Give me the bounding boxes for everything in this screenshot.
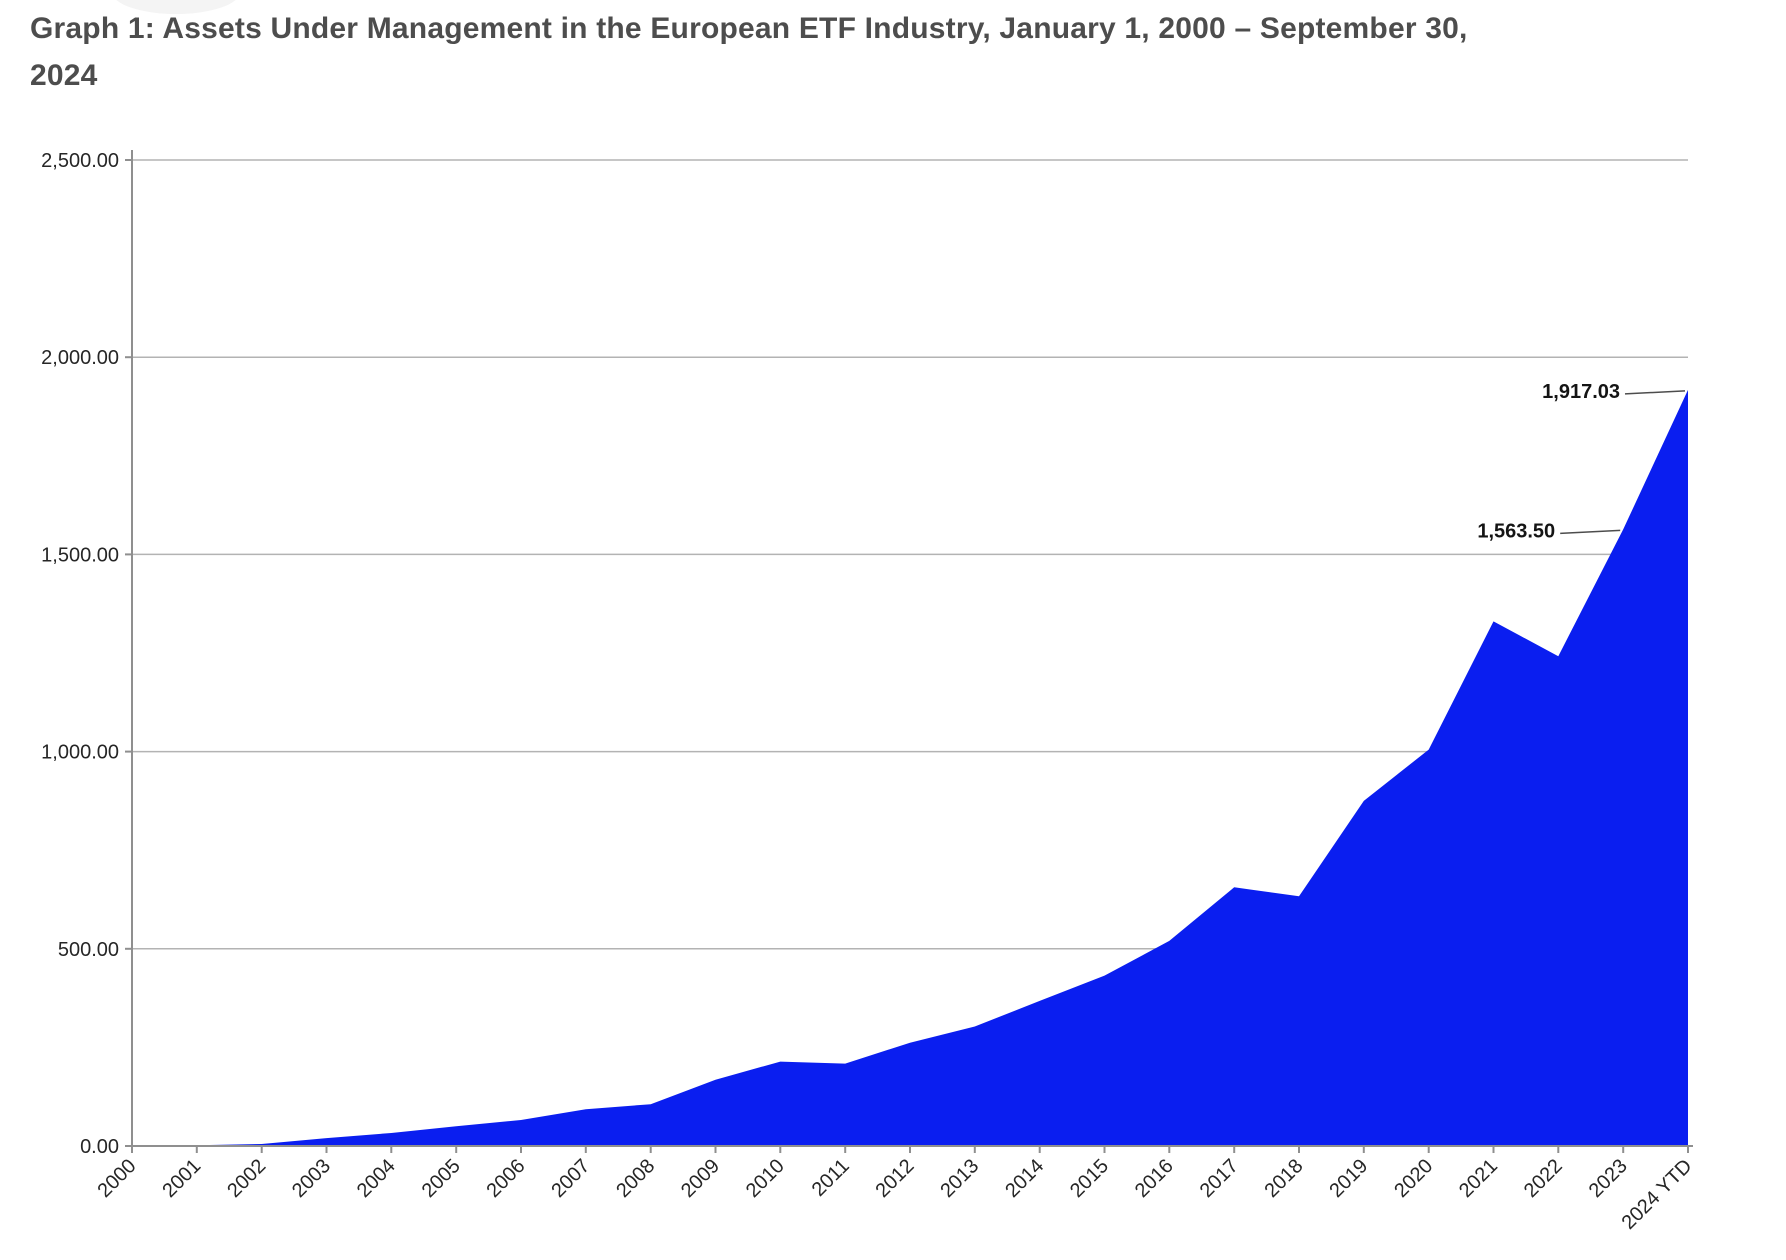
x-axis-label: 2000 bbox=[94, 1155, 141, 1202]
x-axis-label: 2002 bbox=[223, 1155, 270, 1202]
x-axis-label: 2008 bbox=[612, 1155, 659, 1202]
area-series bbox=[132, 389, 1688, 1146]
y-axis-label: 1,500.00 bbox=[41, 544, 119, 566]
x-axis-label: 2021 bbox=[1455, 1155, 1502, 1202]
data-point-annotation: 1,917.03 bbox=[1542, 381, 1620, 403]
x-axis-label: 2019 bbox=[1325, 1155, 1372, 1202]
x-axis-label: 2022 bbox=[1520, 1155, 1567, 1202]
x-axis-label: 2009 bbox=[677, 1155, 724, 1202]
x-axis-label: 2013 bbox=[936, 1155, 983, 1202]
x-axis-label: 2011 bbox=[808, 1155, 854, 1201]
y-axis-label: 1,000.00 bbox=[41, 742, 119, 764]
decorative-ellipse bbox=[112, 0, 240, 14]
x-axis-label: 2001 bbox=[158, 1155, 205, 1202]
x-axis-label: 2017 bbox=[1196, 1155, 1243, 1202]
x-axis-label: 2006 bbox=[483, 1155, 530, 1202]
y-axis-label: 500.00 bbox=[58, 939, 119, 961]
x-axis-label: 2003 bbox=[288, 1155, 335, 1202]
x-axis-label: 2005 bbox=[418, 1155, 465, 1202]
y-axis-label: 2,000.00 bbox=[41, 347, 119, 369]
annotation-leader-line bbox=[1560, 529, 1621, 535]
x-axis-label: 2015 bbox=[1066, 1155, 1113, 1202]
data-point-annotation: 1,563.50 bbox=[1477, 520, 1555, 542]
x-axis-label: 2020 bbox=[1390, 1155, 1437, 1202]
x-axis-label: 2010 bbox=[742, 1155, 789, 1202]
x-axis-label: 2007 bbox=[547, 1155, 594, 1202]
x-axis-label: 2023 bbox=[1585, 1155, 1632, 1202]
y-axis-label: 2,500.00 bbox=[41, 150, 119, 172]
y-axis-label: 0.00 bbox=[80, 1136, 119, 1158]
x-axis-label: 2004 bbox=[353, 1155, 400, 1202]
x-axis-label: 2014 bbox=[1001, 1155, 1048, 1202]
x-axis-label: 2016 bbox=[1131, 1155, 1178, 1202]
x-axis-label: 2024 YTD bbox=[1618, 1155, 1697, 1234]
chart-title: Graph 1: Assets Under Management in the … bbox=[30, 12, 1468, 92]
annotation-leader-line bbox=[1624, 390, 1686, 395]
x-axis-label: 2018 bbox=[1261, 1155, 1308, 1202]
x-axis-label: 2012 bbox=[872, 1155, 919, 1202]
